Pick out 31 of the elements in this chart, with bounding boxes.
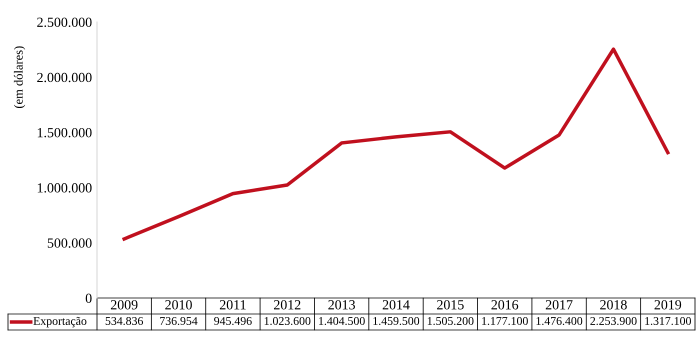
x-tick-label: 2018 xyxy=(600,300,627,310)
data-label: 736.954 xyxy=(160,317,198,326)
y-tick-label: 0 xyxy=(86,294,92,303)
data-label: 1.177.100 xyxy=(482,316,528,326)
data-label: 945.496 xyxy=(214,317,252,326)
x-tick-label: 2013 xyxy=(328,300,355,310)
legend-label: Exportação xyxy=(33,316,86,328)
y-tick-label: 1.000.000 xyxy=(38,183,92,193)
x-tick-label: 2010 xyxy=(165,300,192,310)
data-label: 1.476.400 xyxy=(536,316,582,326)
y-tick-label: 2.000.000 xyxy=(37,72,92,82)
data-label: 1.459.500 xyxy=(373,316,420,326)
x-tick-label: 2011 xyxy=(220,300,246,310)
x-tick-label: 2019 xyxy=(654,300,682,310)
line-series xyxy=(122,47,670,241)
x-tick-label: 2017 xyxy=(546,300,573,310)
x-tick-label: 2016 xyxy=(491,300,518,310)
data-label: 2.253.900 xyxy=(590,316,637,326)
x-tick-label: 2009 xyxy=(110,300,138,310)
x-tick-label: 2015 xyxy=(437,300,464,310)
x-tick-label: 2014 xyxy=(382,300,410,310)
y-tick-label: 1.500.000 xyxy=(38,128,92,138)
y-axis-title: (em dólares) xyxy=(14,46,26,108)
y-tick-label: 500.000 xyxy=(48,238,92,248)
x-tick-label: 2012 xyxy=(274,300,300,310)
y-tick-label: 2.500.000 xyxy=(37,18,92,28)
data-label: 1.505.200 xyxy=(428,316,474,326)
data-label: 1.023.600 xyxy=(264,316,310,326)
data-label: 534.836 xyxy=(106,316,144,326)
data-label: 1.317.100 xyxy=(645,316,691,326)
data-label: 1.404.500 xyxy=(319,316,365,326)
